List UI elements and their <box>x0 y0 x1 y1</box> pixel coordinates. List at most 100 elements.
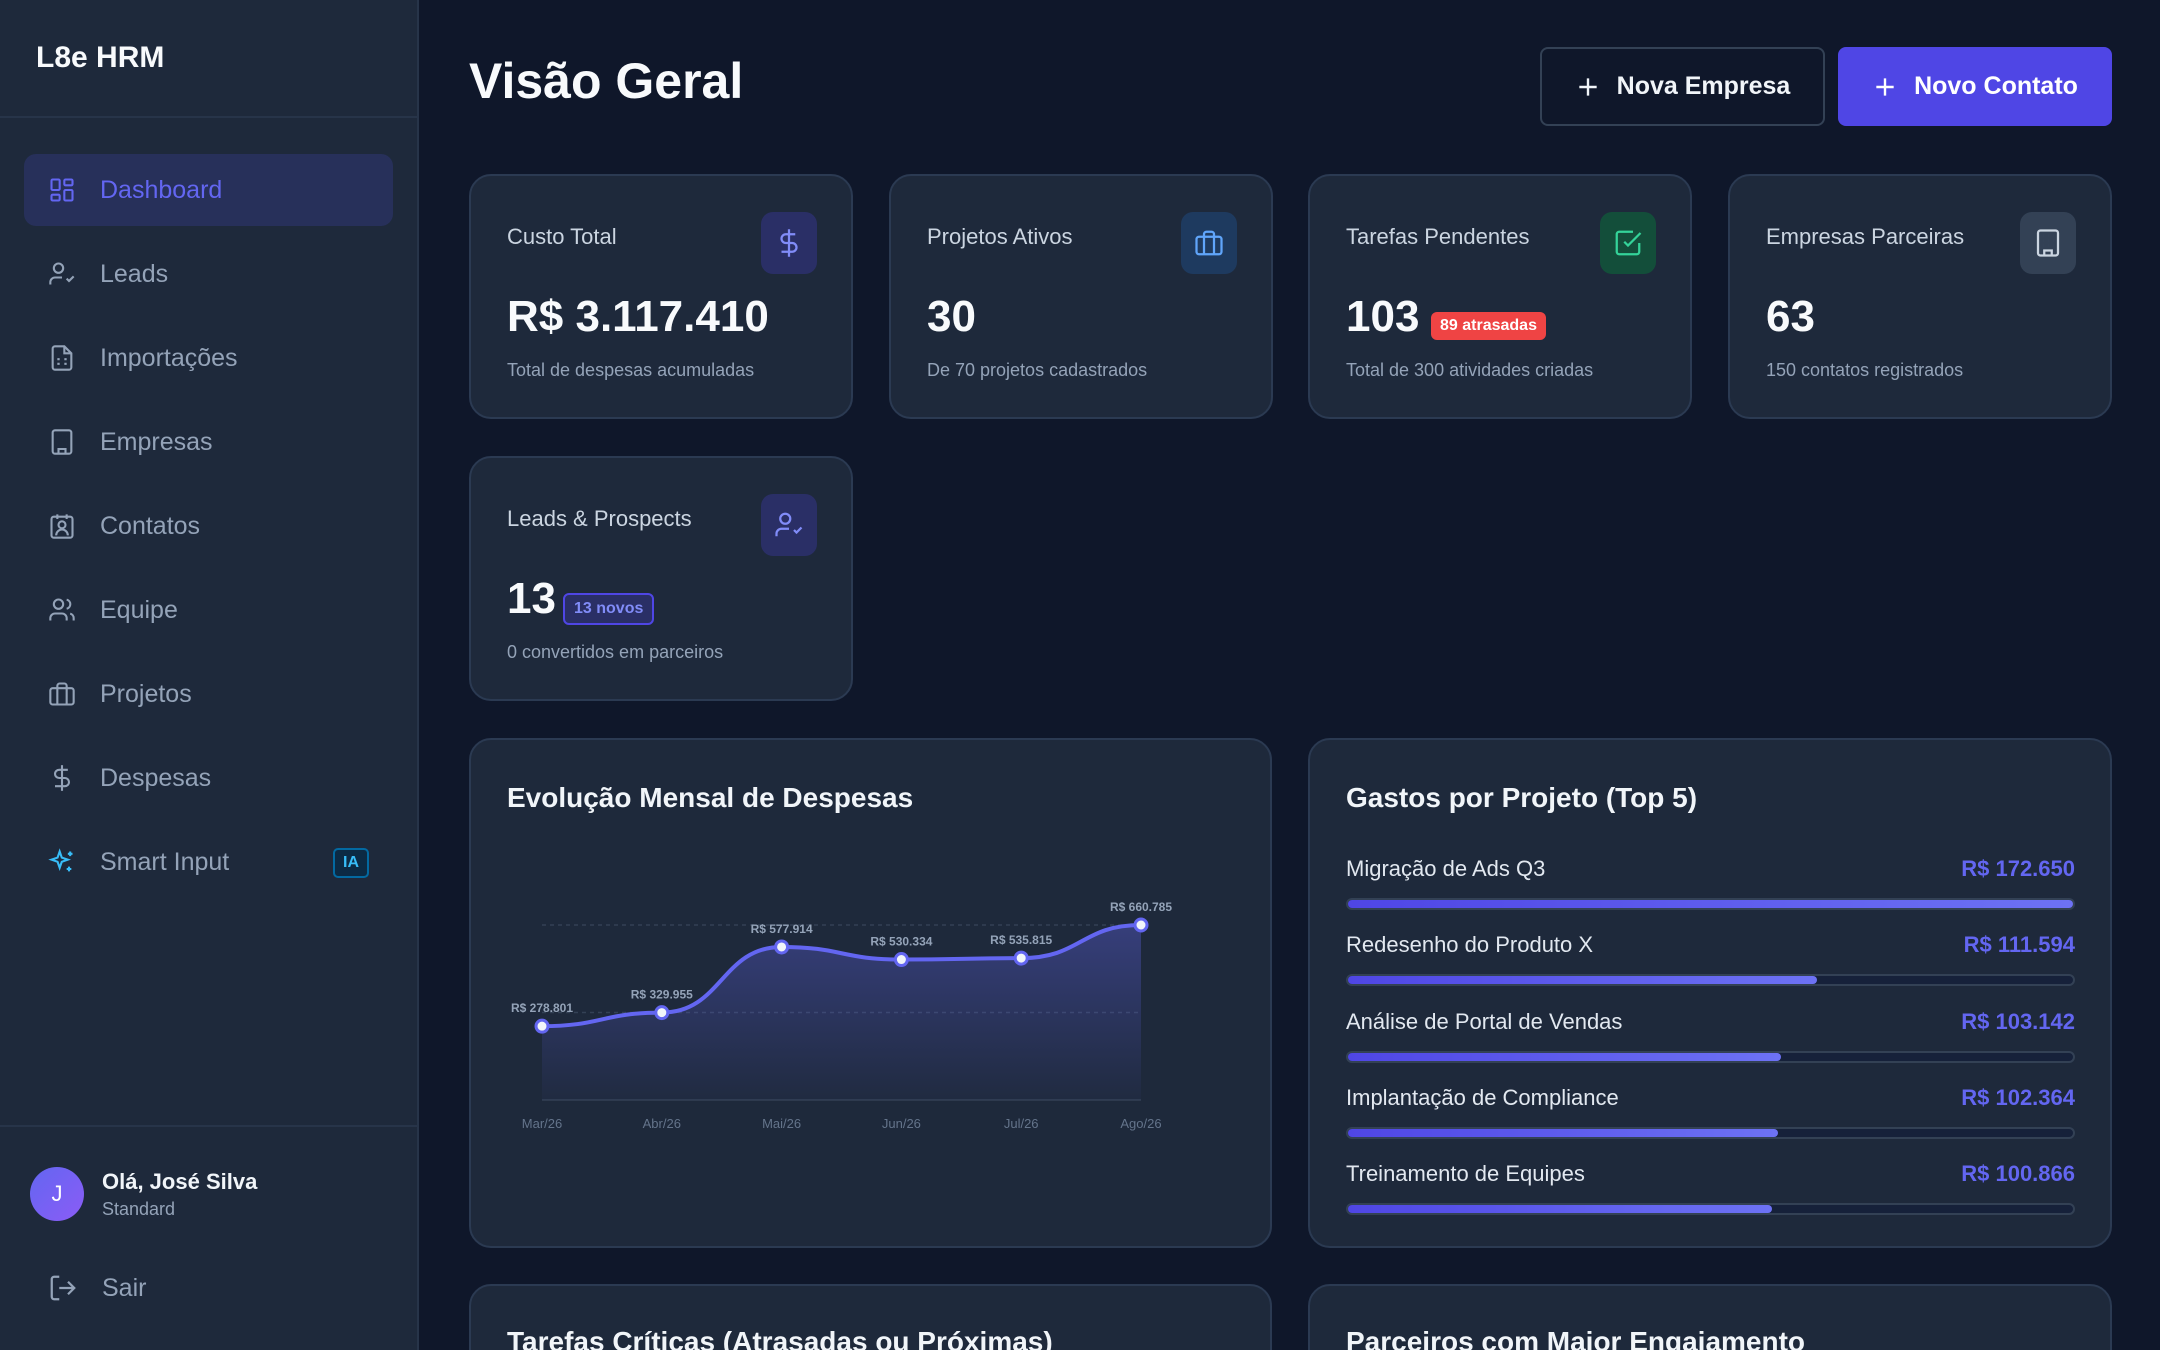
top-partners-title: Parceiros com Maior Engajamento <box>1346 1326 1806 1350</box>
data-point[interactable] <box>1013 950 1029 966</box>
stat-card-leads[interactable]: Leads & Prospects 13 0 convertidos em pa… <box>469 456 853 701</box>
project-name: Análise de Portal de Vendas <box>1346 1009 1623 1034</box>
plus-icon <box>1876 77 1894 96</box>
sidebar-item-despesas[interactable]: Despesas <box>24 742 393 814</box>
progress-fill <box>1348 1205 1772 1213</box>
new-contact-label: Novo Contato <box>1914 72 2078 100</box>
data-point[interactable] <box>774 939 790 955</box>
user-check-icon <box>48 260 76 288</box>
data-point[interactable] <box>654 1005 670 1021</box>
project-name: Redesenho do Produto X <box>1346 932 1594 957</box>
project-amount: R$ 172.650 <box>1961 856 2075 881</box>
data-label: R$ 660.785 <box>1110 900 1172 914</box>
x-tick-label: Abr/26 <box>643 1116 681 1131</box>
building-icon <box>48 428 76 456</box>
sidebar-item-label: Importações <box>100 343 238 372</box>
stat-value: 30 <box>927 292 976 341</box>
progress-fill <box>1348 900 2073 908</box>
app-logo[interactable]: L8e HRM <box>0 0 417 118</box>
sidebar-item-label: Despesas <box>100 763 212 792</box>
sidebar-item-importacoes[interactable]: Importações <box>24 322 393 394</box>
check-square-icon <box>1600 212 1656 274</box>
data-label: R$ 577.914 <box>751 922 813 936</box>
data-point[interactable] <box>1133 917 1149 933</box>
dollar-icon <box>761 212 817 274</box>
sidebar-item-label: Contatos <box>100 511 201 540</box>
area-fill <box>542 925 1141 1100</box>
progress-track <box>1346 898 2075 910</box>
briefcase-icon <box>48 680 76 708</box>
stat-value: 13 <box>507 574 556 623</box>
avatar: J <box>30 1167 84 1221</box>
critical-tasks-panel: Tarefas Críticas (Atrasadas ou Próximas) <box>469 1284 1272 1350</box>
chart-title: Evolução Mensal de Despesas <box>507 782 914 813</box>
file-spreadsheet-icon <box>48 344 76 372</box>
sidebar: L8e HRM Dashboard Leads Importações Empr… <box>0 0 419 1350</box>
user-role: Standard <box>102 1198 176 1219</box>
stat-subtitle: Total de despesas acumuladas <box>507 360 755 380</box>
new-company-button[interactable]: Nova Empresa <box>1540 47 1825 126</box>
sidebar-item-label: Equipe <box>100 595 178 624</box>
new-company-label: Nova Empresa <box>1616 72 1791 100</box>
data-point[interactable] <box>534 1018 550 1034</box>
sidebar-item-contatos[interactable]: Contatos <box>24 490 393 562</box>
top-projects-title: Gastos por Projeto (Top 5) <box>1346 782 1698 813</box>
progress-fill <box>1348 1053 1782 1061</box>
user-greeting: Olá, José Silva <box>102 1168 258 1194</box>
top-projects-panel: Gastos por Projeto (Top 5) Migração de A… <box>1308 738 2112 1248</box>
x-tick-label: Jun/26 <box>882 1116 921 1131</box>
contact-icon <box>48 512 76 540</box>
progress-fill <box>1348 1129 1778 1137</box>
project-amount: R$ 111.594 <box>1963 932 2075 957</box>
stat-subtitle: 150 contatos registrados <box>1766 360 1964 380</box>
logout-icon <box>50 1275 76 1301</box>
sidebar-item-dashboard[interactable]: Dashboard <box>24 154 393 226</box>
critical-tasks-title: Tarefas Críticas (Atrasadas ou Próximas) <box>507 1326 1053 1350</box>
stat-label: Custo Total <box>507 224 617 249</box>
top-partners-panel: Parceiros com Maior Engajamento <box>1308 1284 2112 1350</box>
progress-track <box>1346 1051 2075 1063</box>
stat-label: Leads & Prospects <box>507 506 692 531</box>
sparkles-icon <box>48 848 76 876</box>
sidebar-item-equipe[interactable]: Equipe <box>24 574 393 646</box>
stat-value: R$ 3.117.410 <box>507 292 769 341</box>
stat-subtitle: Total de 300 atividades criadas <box>1346 360 1594 380</box>
project-name: Implantação de Compliance <box>1346 1085 1619 1110</box>
stat-card-total-cost[interactable]: Custo Total R$ 3.117.410 Total de despes… <box>469 174 853 419</box>
users-icon <box>48 596 76 624</box>
project-amount: R$ 103.142 <box>1961 1009 2075 1034</box>
sidebar-item-label: Dashboard <box>100 175 223 204</box>
sidebar-item-label: Empresas <box>100 427 213 456</box>
user-profile[interactable]: J Olá, José Silva Standard <box>0 1127 417 1221</box>
series-line <box>541 923 1142 1029</box>
stat-card-active-projects[interactable]: Projetos Ativos 30 De 70 projetos cadast… <box>889 174 1273 419</box>
sidebar-item-leads[interactable]: Leads <box>24 238 393 310</box>
user-check-icon <box>761 494 817 556</box>
dollar-icon <box>48 764 76 792</box>
new-contact-button[interactable]: Novo Contato <box>1838 47 2112 126</box>
building-icon <box>2020 212 2076 274</box>
stat-card-partner-companies[interactable]: Empresas Parceiras 63 150 contatos regis… <box>1728 174 2112 419</box>
data-label: R$ 530.334 <box>870 935 932 949</box>
stat-subtitle: De 70 projetos cadastrados <box>927 360 1148 380</box>
project-amount: R$ 102.364 <box>1961 1085 2075 1110</box>
data-label: R$ 278.801 <box>511 1001 573 1015</box>
sidebar-item-projetos[interactable]: Projetos <box>24 658 393 730</box>
briefcase-icon <box>1181 212 1237 274</box>
page-title: Visão Geral <box>469 53 744 109</box>
data-point[interactable] <box>893 952 909 968</box>
data-label: R$ 329.955 <box>631 988 693 1002</box>
sidebar-item-empresas[interactable]: Empresas <box>24 406 393 478</box>
progress-track <box>1346 974 2075 986</box>
logout-button[interactable]: Sair <box>0 1273 417 1303</box>
expense-chart: R$ 278.801 Mar/26 R$ 329.955 Abr/26 R$ 577.9… <box>511 900 1172 1131</box>
new-leads-badge: 13 novos <box>563 593 655 625</box>
x-tick-label: Mar/26 <box>522 1116 562 1131</box>
stat-label: Projetos Ativos <box>927 224 1073 249</box>
ia-badge: IA <box>333 848 369 878</box>
sidebar-item-smart-input[interactable]: Smart Input IA <box>24 826 393 898</box>
plus-icon <box>1578 77 1597 96</box>
stat-card-pending-tasks[interactable]: Tarefas Pendentes 103 Total de 300 ativi… <box>1308 174 1692 419</box>
stat-label: Empresas Parceiras <box>1766 224 1965 249</box>
monthly-expenses-panel: Evolução Mensal de Despesas R$ 278.801 Ma… <box>469 738 1272 1248</box>
